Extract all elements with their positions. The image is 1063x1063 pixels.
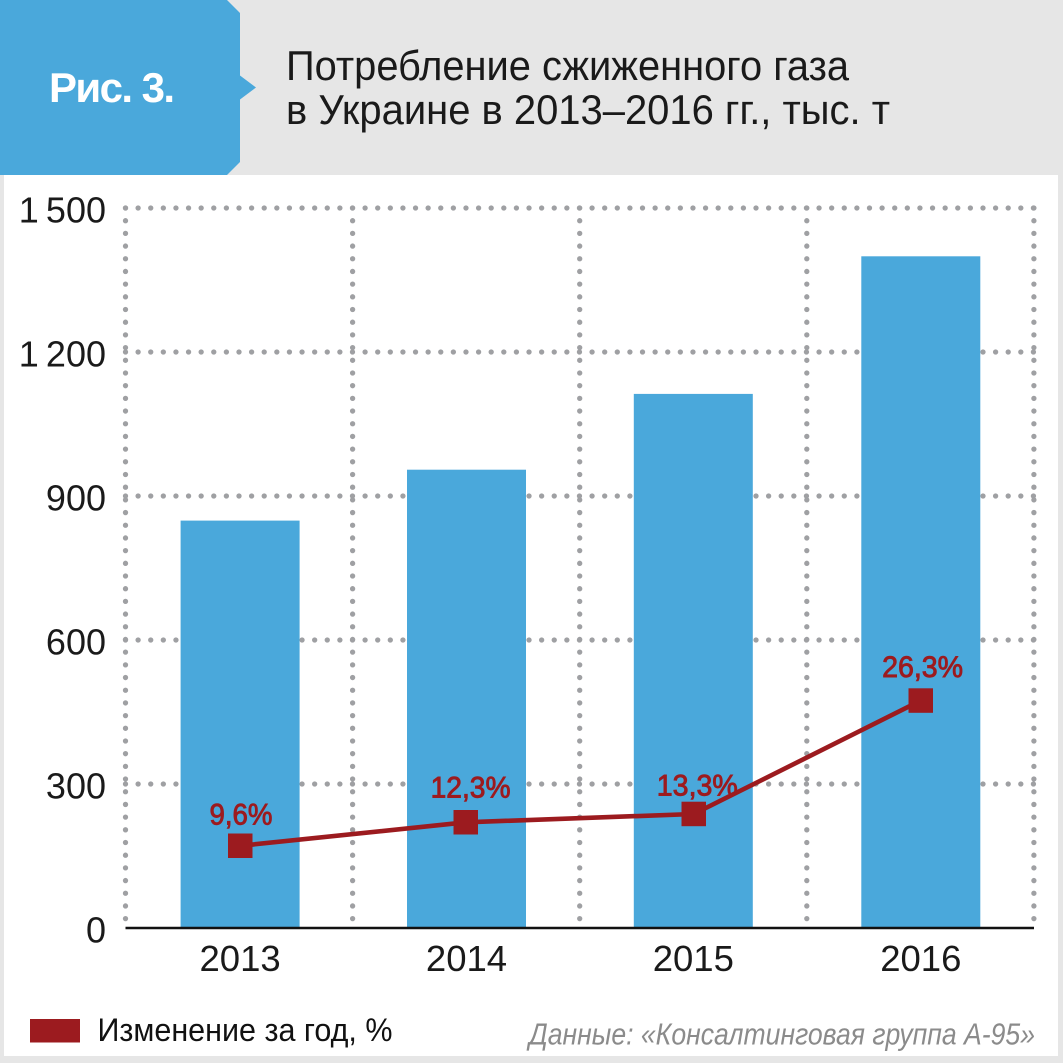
- svg-text:2016: 2016: [880, 938, 961, 979]
- svg-text:2013: 2013: [199, 938, 280, 979]
- svg-text:Изменение за год, %: Изменение за год, %: [98, 1012, 393, 1048]
- svg-text:0: 0: [86, 910, 106, 951]
- svg-text:900: 900: [46, 478, 106, 519]
- svg-text:26,3%: 26,3%: [882, 651, 963, 684]
- svg-text:Рис. 3.: Рис. 3.: [49, 64, 175, 111]
- svg-text:1 200: 1 200: [19, 334, 106, 375]
- svg-text:Потребление сжиженного газа: Потребление сжиженного газа: [286, 42, 850, 89]
- svg-text:9,6%: 9,6%: [210, 799, 273, 832]
- svg-text:2014: 2014: [426, 938, 507, 979]
- svg-text:300: 300: [46, 766, 106, 807]
- svg-text:600: 600: [46, 622, 106, 663]
- svg-text:1 500: 1 500: [19, 190, 106, 231]
- svg-text:2015: 2015: [653, 938, 734, 979]
- svg-text:12,3%: 12,3%: [431, 772, 511, 805]
- svg-text:Данные: «Консалтинговая группа: Данные: «Консалтинговая группа А-95»: [526, 1016, 1035, 1051]
- svg-text:13,3%: 13,3%: [657, 770, 738, 803]
- svg-text:в Украине в 2013–2016 гг., тыс: в Украине в 2013–2016 гг., тыс. т: [286, 86, 890, 133]
